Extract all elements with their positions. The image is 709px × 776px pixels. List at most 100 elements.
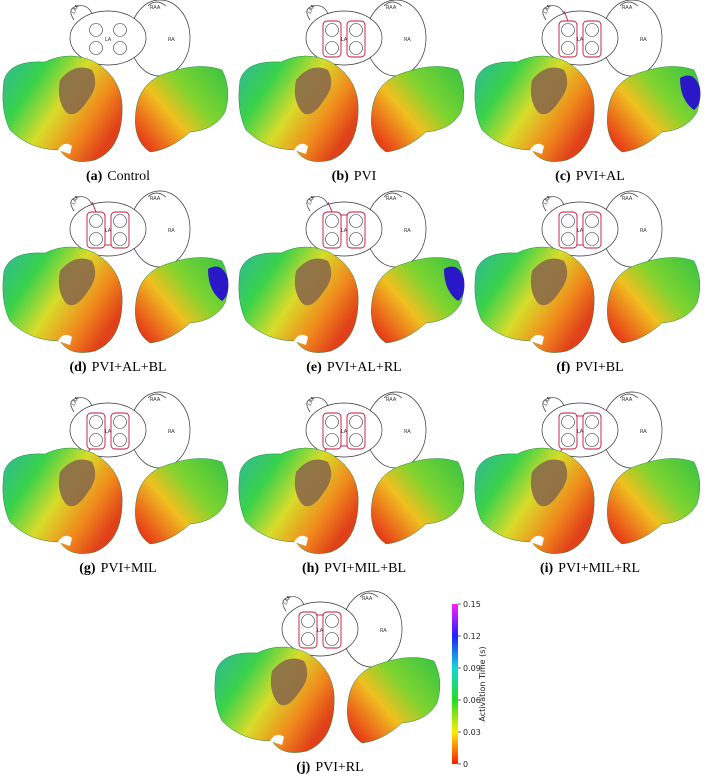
- laa-outline: [70, 196, 93, 212]
- vein: [349, 232, 363, 246]
- al-line: [91, 201, 97, 213]
- raa-label: RAA: [622, 5, 633, 11]
- vein: [113, 41, 127, 55]
- raa-label: RAA: [150, 397, 161, 403]
- panel: LAA RAA LA RA (g) PVI+MIL: [2, 391, 229, 576]
- panel-caption: (g) PVI+MIL: [79, 561, 156, 576]
- pvi-line: [346, 20, 366, 58]
- right-atrium-render: [135, 257, 229, 344]
- caption-text: PVI+BL: [575, 360, 623, 375]
- vein: [585, 41, 599, 55]
- ra-label: RA: [404, 37, 411, 43]
- pvi-line: [582, 412, 602, 450]
- ra-label: RA: [640, 37, 647, 43]
- raa-label: RAA: [386, 5, 397, 11]
- pvi-line: [322, 611, 342, 649]
- valve-hole: [294, 334, 308, 345]
- colorbar-tick-label: 0: [463, 760, 468, 769]
- la-label: LA: [341, 37, 348, 43]
- vein: [301, 614, 315, 628]
- appendage-patch: [530, 258, 568, 306]
- raa-outline: [383, 393, 403, 399]
- pvi-line: [346, 412, 366, 450]
- appendage-patch: [58, 459, 96, 507]
- right-atrium-render: [371, 66, 465, 153]
- right-atrium-render: [607, 66, 701, 153]
- la-outline: [69, 10, 147, 66]
- laa-label: LAA: [71, 3, 81, 15]
- laa-outline: [282, 596, 305, 612]
- appendage-patch: [58, 258, 96, 306]
- caption-text: PVI+RL: [315, 760, 363, 775]
- valve-hole: [294, 535, 308, 546]
- panel-caption: (d) PVI+AL+BL: [69, 360, 166, 375]
- ra-label: RA: [404, 228, 411, 234]
- pvi-line: [298, 611, 318, 649]
- laa-outline: [306, 196, 329, 212]
- pvi-line: [582, 211, 602, 249]
- vein: [113, 214, 127, 228]
- pvi-line: [110, 412, 130, 450]
- colorbar-tick-label: 0.03: [463, 728, 481, 737]
- appendage-patch: [294, 459, 332, 507]
- panel-caption: (b) PVI: [332, 169, 377, 184]
- right-atrium-render: [607, 458, 701, 545]
- caption-text: PVI+MIL+BL: [324, 561, 406, 576]
- pvi-line: [558, 211, 578, 249]
- pvi-line: [558, 412, 578, 450]
- late-activation-patch: [680, 75, 701, 110]
- vein: [325, 632, 339, 646]
- vein: [325, 415, 339, 429]
- valve-hole: [58, 535, 72, 546]
- vein: [113, 23, 127, 37]
- panel: LAA RAA LA RA (e) PVI+AL+RL: [238, 190, 465, 375]
- vein: [301, 632, 315, 646]
- pvi-line: [86, 412, 106, 450]
- laa-label: LAA: [543, 395, 553, 407]
- caption-text: PVI+MIL: [101, 561, 157, 576]
- ra-label: RA: [168, 37, 175, 43]
- panel: LAA RAA LA RA (c) PVI+AL: [474, 0, 701, 184]
- colorbar-tick-label: 0.09: [463, 664, 481, 673]
- panel-label: (d): [69, 360, 86, 375]
- raa-outline: [383, 1, 403, 7]
- panel: LAA RAA LA RA (b) PVI: [238, 0, 465, 184]
- laa-outline: [70, 5, 93, 21]
- appendage-patch: [270, 658, 308, 706]
- vein: [349, 41, 363, 55]
- vein: [89, 23, 103, 37]
- la-label: LA: [341, 429, 348, 435]
- pvi-line: [110, 211, 130, 249]
- vein: [325, 41, 339, 55]
- laa-label: LAA: [307, 3, 317, 15]
- vein: [89, 214, 103, 228]
- panel: LAA RAA LA RA (j) PVI+RL: [214, 590, 441, 775]
- raa-outline: [619, 1, 639, 7]
- la-label: LA: [105, 37, 112, 43]
- vein: [325, 214, 339, 228]
- vein: [89, 41, 103, 55]
- la-outline: [69, 402, 147, 458]
- late-activation-patch: [444, 266, 465, 301]
- la-outline: [541, 201, 619, 257]
- raa-outline: [383, 192, 403, 198]
- laa-outline: [306, 397, 329, 413]
- vein: [349, 23, 363, 37]
- raa-label: RAA: [386, 397, 397, 403]
- vein: [561, 23, 575, 37]
- colorbar-tick-label: 0.12: [463, 632, 481, 641]
- vein: [89, 433, 103, 447]
- vein: [561, 41, 575, 55]
- la-outline: [305, 201, 383, 257]
- caption-text: PVI+MIL+RL: [558, 561, 640, 576]
- appendage-patch: [530, 67, 568, 115]
- laa-outline: [542, 397, 565, 413]
- vein: [89, 415, 103, 429]
- raa-outline: [147, 393, 167, 399]
- valve-hole: [58, 143, 72, 154]
- appendage-patch: [294, 258, 332, 306]
- ra-label: RA: [380, 628, 387, 634]
- vein: [349, 433, 363, 447]
- colorbar-tick-label: 0.15: [463, 600, 481, 609]
- vein: [113, 232, 127, 246]
